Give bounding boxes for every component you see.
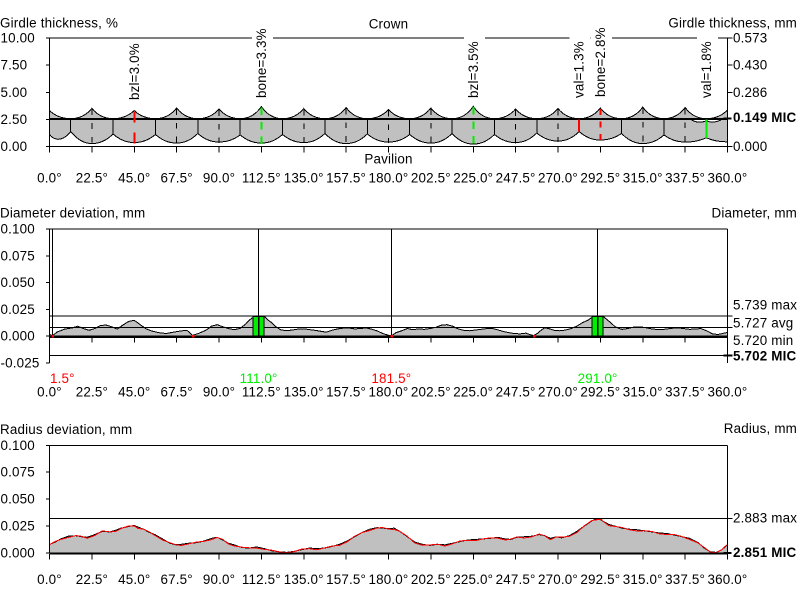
- svg-text:bone=3.3%: bone=3.3%: [254, 28, 269, 98]
- svg-text:val=1.3%: val=1.3%: [572, 41, 587, 98]
- svg-text:111.0°: 111.0°: [240, 371, 278, 386]
- svg-text:247.5°: 247.5°: [496, 171, 536, 186]
- svg-text:315.0°: 315.0°: [623, 385, 663, 400]
- svg-text:360.0°: 360.0°: [708, 572, 748, 587]
- svg-text:135.0°: 135.0°: [284, 171, 324, 186]
- svg-text:0.430: 0.430: [733, 58, 767, 73]
- svg-text:Crown: Crown: [369, 17, 409, 32]
- svg-text:291.0°: 291.0°: [578, 371, 618, 386]
- svg-text:337.5°: 337.5°: [665, 572, 705, 587]
- svg-text:bone=2.8%: bone=2.8%: [593, 27, 608, 97]
- svg-text:45.0°: 45.0°: [118, 572, 150, 587]
- svg-text:5.00: 5.00: [1, 85, 28, 100]
- svg-text:337.5°: 337.5°: [665, 171, 705, 186]
- svg-text:225.0°: 225.0°: [453, 385, 493, 400]
- svg-text:157.5°: 157.5°: [326, 572, 366, 587]
- svg-text:0.025: 0.025: [1, 302, 35, 317]
- svg-text:0.286: 0.286: [733, 85, 767, 100]
- svg-text:2.851 MIC: 2.851 MIC: [733, 545, 797, 560]
- svg-text:112.5°: 112.5°: [242, 385, 281, 400]
- svg-text:292.5°: 292.5°: [580, 572, 620, 587]
- svg-text:5.720 min: 5.720 min: [733, 333, 793, 348]
- svg-text:Girdle thickness, %: Girdle thickness, %: [0, 16, 118, 31]
- svg-text:202.5°: 202.5°: [411, 171, 451, 186]
- svg-text:90.0°: 90.0°: [203, 171, 235, 186]
- svg-text:22.5°: 22.5°: [76, 385, 108, 400]
- svg-text:0.149 MIC: 0.149 MIC: [733, 110, 797, 125]
- svg-text:0.000: 0.000: [1, 329, 35, 344]
- svg-text:Radius deviation, mm: Radius deviation, mm: [0, 422, 132, 437]
- svg-text:270.0°: 270.0°: [538, 572, 578, 587]
- svg-text:2.50: 2.50: [1, 112, 28, 127]
- svg-text:val=1.8%: val=1.8%: [699, 41, 714, 98]
- svg-text:bzl=3.5%: bzl=3.5%: [466, 41, 481, 98]
- svg-text:5.702 MIC: 5.702 MIC: [733, 349, 797, 364]
- svg-text:360.0°: 360.0°: [708, 171, 748, 186]
- svg-text:157.5°: 157.5°: [326, 385, 366, 400]
- svg-text:22.5°: 22.5°: [76, 171, 108, 186]
- svg-text:0.075: 0.075: [1, 248, 35, 263]
- svg-text:0.050: 0.050: [1, 492, 35, 507]
- svg-text:202.5°: 202.5°: [411, 385, 451, 400]
- svg-text:5.739 max: 5.739 max: [733, 298, 797, 313]
- svg-text:180.0°: 180.0°: [369, 171, 409, 186]
- svg-text:270.0°: 270.0°: [538, 385, 578, 400]
- svg-text:2.883 max: 2.883 max: [733, 511, 797, 526]
- svg-text:0.0°: 0.0°: [37, 572, 62, 587]
- svg-text:45.0°: 45.0°: [118, 385, 150, 400]
- svg-text:157.5°: 157.5°: [326, 171, 366, 186]
- svg-text:270.0°: 270.0°: [538, 171, 578, 186]
- svg-text:0.00: 0.00: [1, 139, 28, 154]
- svg-text:bzl=3.0%: bzl=3.0%: [127, 43, 142, 100]
- svg-text:225.0°: 225.0°: [453, 171, 493, 186]
- svg-text:22.5°: 22.5°: [76, 572, 108, 587]
- svg-text:Diameter, mm: Diameter, mm: [712, 206, 798, 221]
- svg-text:Radius, mm: Radius, mm: [724, 421, 797, 436]
- svg-text:247.5°: 247.5°: [496, 385, 536, 400]
- svg-text:135.0°: 135.0°: [284, 572, 324, 587]
- svg-text:Pavilion: Pavilion: [364, 152, 412, 167]
- svg-text:247.5°: 247.5°: [496, 572, 536, 587]
- svg-text:180.0°: 180.0°: [369, 572, 409, 587]
- svg-text:0.050: 0.050: [1, 275, 35, 290]
- svg-text:0.573: 0.573: [733, 31, 767, 46]
- svg-text:90.0°: 90.0°: [203, 572, 235, 587]
- svg-text:0.100: 0.100: [1, 438, 35, 453]
- svg-text:5.727 avg: 5.727 avg: [733, 316, 793, 331]
- svg-text:181.5°: 181.5°: [371, 371, 411, 386]
- svg-text:0.025: 0.025: [1, 519, 35, 534]
- svg-text:0.0°: 0.0°: [37, 385, 62, 400]
- svg-text:202.5°: 202.5°: [411, 572, 451, 587]
- svg-text:112.5°: 112.5°: [242, 572, 281, 587]
- svg-text:1.5°: 1.5°: [50, 371, 75, 386]
- svg-text:Girdle thickness, mm: Girdle thickness, mm: [668, 16, 797, 31]
- svg-text:0.100: 0.100: [1, 222, 35, 237]
- svg-text:67.5°: 67.5°: [160, 572, 192, 587]
- svg-text:180.0°: 180.0°: [369, 385, 409, 400]
- svg-text:10.00: 10.00: [1, 31, 35, 46]
- svg-text:315.0°: 315.0°: [623, 171, 663, 186]
- svg-text:112.5°: 112.5°: [242, 171, 281, 186]
- svg-text:67.5°: 67.5°: [160, 385, 192, 400]
- svg-text:337.5°: 337.5°: [665, 385, 705, 400]
- svg-text:0.000: 0.000: [733, 139, 767, 154]
- svg-text:135.0°: 135.0°: [284, 385, 324, 400]
- svg-text:45.0°: 45.0°: [118, 171, 150, 186]
- svg-text:7.50: 7.50: [1, 58, 28, 73]
- svg-text:315.0°: 315.0°: [623, 572, 663, 587]
- svg-text:292.5°: 292.5°: [580, 385, 620, 400]
- svg-text:292.5°: 292.5°: [580, 171, 620, 186]
- svg-text:90.0°: 90.0°: [203, 385, 235, 400]
- svg-text:0.075: 0.075: [1, 465, 35, 480]
- svg-text:Diameter deviation, mm: Diameter deviation, mm: [0, 206, 145, 221]
- svg-text:0.000: 0.000: [1, 545, 35, 560]
- svg-text:360.0°: 360.0°: [708, 385, 748, 400]
- svg-text:67.5°: 67.5°: [160, 171, 192, 186]
- svg-text:0.0°: 0.0°: [37, 171, 62, 186]
- svg-text:-0.025: -0.025: [1, 356, 40, 371]
- svg-text:225.0°: 225.0°: [453, 572, 493, 587]
